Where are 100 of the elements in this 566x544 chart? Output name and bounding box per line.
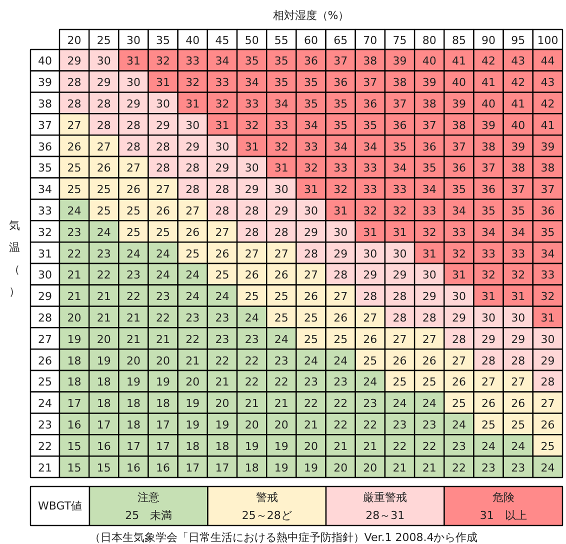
data-label: 26 bbox=[334, 312, 348, 324]
data-label: 25 bbox=[304, 312, 318, 324]
data-label: 20 bbox=[244, 418, 259, 432]
data-label: 19 bbox=[274, 461, 288, 474]
data-label: 35 bbox=[304, 76, 318, 90]
data-label: 17 bbox=[67, 397, 82, 410]
data-label: 25 bbox=[67, 183, 82, 196]
data-label: 28 bbox=[96, 98, 111, 110]
data-label: 39 bbox=[540, 140, 555, 154]
data-label: 38 bbox=[511, 162, 526, 175]
data-label: 27 bbox=[422, 332, 436, 346]
data-label: 25 bbox=[452, 397, 466, 410]
x-axis-title: 相対湿度（%） bbox=[272, 9, 350, 22]
data-label: 30 bbox=[540, 332, 555, 346]
data-label: 38 bbox=[392, 76, 407, 90]
data-label: 40 bbox=[511, 118, 526, 132]
y-tick-label: 30 bbox=[38, 268, 52, 282]
data-label: 15 bbox=[67, 440, 82, 453]
data-label: 23 bbox=[67, 226, 82, 239]
data-label: 28 bbox=[511, 354, 526, 368]
data-label: 24 bbox=[67, 204, 82, 218]
data-label: 29 bbox=[244, 183, 259, 196]
text: （日本生気象学会「日常生活における熱中症予防指針）Ver.1 2008.4から作成 bbox=[89, 531, 478, 544]
data-label: 34 bbox=[511, 226, 526, 239]
data-label: 18 bbox=[126, 397, 140, 410]
data-label: 25 bbox=[126, 226, 140, 239]
data-label: 31 bbox=[511, 290, 526, 304]
data-label: 17 bbox=[215, 461, 230, 474]
data-label: 35 bbox=[244, 54, 259, 68]
text: 28～31 bbox=[366, 509, 405, 522]
data-label: 25 bbox=[511, 418, 526, 432]
data-label: 22 bbox=[422, 440, 436, 453]
data-label: 23 bbox=[482, 461, 496, 474]
data-label: 26 bbox=[482, 397, 496, 410]
data-label: 28 bbox=[392, 312, 407, 324]
data-label: 37 bbox=[334, 54, 348, 68]
data-label: 18 bbox=[126, 418, 140, 432]
data-label: 33 bbox=[482, 247, 496, 260]
data-label: 28 bbox=[126, 118, 140, 132]
data-label: 29 bbox=[511, 332, 526, 346]
data-label: 21 bbox=[67, 290, 82, 304]
data-label: 26 bbox=[540, 418, 555, 432]
data-label: 29 bbox=[392, 268, 407, 282]
x-tick-label: 30 bbox=[126, 34, 140, 47]
y-tick-label: 39 bbox=[38, 76, 52, 90]
data-label: 20 bbox=[126, 354, 140, 368]
data-label: 16 bbox=[96, 440, 111, 453]
data-label: 33 bbox=[392, 183, 407, 196]
data-label: 32 bbox=[422, 226, 436, 239]
data-label: 26 bbox=[215, 247, 230, 260]
data-label: 19 bbox=[274, 440, 288, 453]
data-label: 26 bbox=[126, 183, 140, 196]
data-label: 35 bbox=[482, 204, 496, 218]
data-label: 40 bbox=[452, 76, 466, 90]
data-label: 25 bbox=[274, 312, 288, 324]
data-label: 31 bbox=[452, 268, 466, 282]
data-label: 35 bbox=[392, 140, 407, 154]
data-label: 25 bbox=[482, 418, 496, 432]
data-label: 32 bbox=[363, 204, 378, 218]
data-label: 38 bbox=[540, 162, 555, 175]
data-label: 39 bbox=[422, 76, 436, 90]
data-label: 17 bbox=[156, 418, 170, 432]
data-label: 36 bbox=[482, 183, 496, 196]
data-label: 19 bbox=[186, 397, 200, 410]
data-label: 25 bbox=[363, 354, 378, 368]
data-label: 32 bbox=[215, 98, 230, 110]
data-label: 34 bbox=[540, 247, 555, 260]
data-label: 30 bbox=[482, 312, 496, 324]
data-label: 38 bbox=[482, 140, 496, 154]
data-label: 26 bbox=[156, 204, 170, 218]
data-label: 32 bbox=[540, 290, 555, 304]
data-label: 19 bbox=[126, 376, 140, 389]
y-tick-label: 32 bbox=[38, 226, 52, 239]
data-label: 18 bbox=[244, 461, 259, 474]
y-tick-label: 29 bbox=[38, 290, 52, 304]
data-label: 33 bbox=[452, 226, 466, 239]
data-label: 32 bbox=[452, 247, 466, 260]
data-label: 22 bbox=[452, 461, 466, 474]
data-label: 22 bbox=[67, 247, 82, 260]
data-label: 24 bbox=[363, 376, 378, 389]
data-label: 29 bbox=[334, 247, 348, 260]
data-label: 28 bbox=[392, 290, 407, 304]
data-label: 37 bbox=[392, 98, 407, 110]
data-label: 38 bbox=[452, 118, 466, 132]
data-label: 42 bbox=[511, 76, 526, 90]
data-label: 29 bbox=[96, 76, 111, 90]
data-label: 24 bbox=[304, 354, 318, 368]
x-tick-label: 85 bbox=[452, 34, 466, 47]
y-tick-label: 25 bbox=[38, 376, 52, 389]
data-label: 35 bbox=[334, 118, 348, 132]
data-label: 25 bbox=[156, 226, 170, 239]
data-label: 17 bbox=[156, 440, 170, 453]
data-label: 22 bbox=[304, 397, 318, 410]
data-label: 22 bbox=[244, 376, 259, 389]
data-label: 26 bbox=[186, 226, 200, 239]
data-label: 24 bbox=[540, 461, 555, 474]
data-label: 36 bbox=[392, 118, 407, 132]
data-label: 28 bbox=[156, 162, 170, 175]
data-label: 35 bbox=[334, 98, 348, 110]
data-label: 24 bbox=[511, 440, 526, 453]
